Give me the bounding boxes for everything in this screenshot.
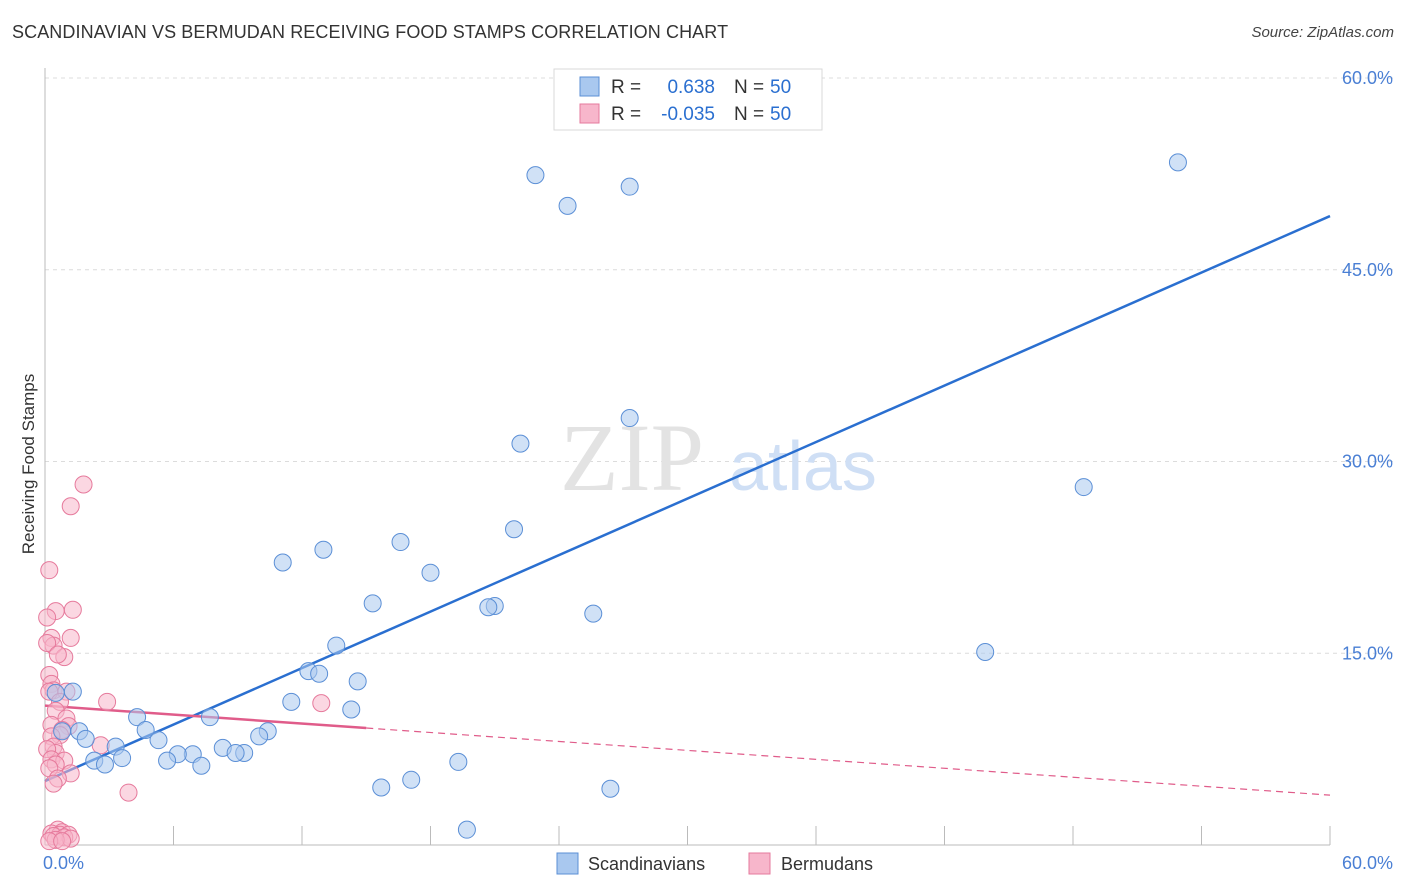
- axes: [44, 68, 1331, 846]
- legend-swatch-pink: [579, 103, 600, 124]
- y-axis-title: Receiving Food Stamps: [19, 374, 38, 554]
- legend-r-value-1: 0.638: [667, 77, 715, 98]
- scandinavians-point-45: [402, 770, 421, 789]
- bottom-legend-swatch-pink: [748, 852, 771, 875]
- y-tick-label-3: 60.0%: [1342, 68, 1393, 88]
- scandinavians-point-32: [76, 729, 95, 748]
- bermudans-point-4: [63, 600, 82, 619]
- y-tick-labels: 15.0% 30.0% 45.0% 60.0%: [1342, 68, 1393, 663]
- bermudans-point-2: [40, 561, 59, 580]
- bermudans-point-27: [91, 736, 110, 755]
- scandinavians-point-3: [558, 196, 577, 215]
- chart-source: Source: ZipAtlas.com: [1251, 24, 1394, 41]
- scandinavians-point-30: [250, 727, 269, 746]
- scandinavians-points: [46, 153, 1187, 839]
- y-tick-label-1: 30.0%: [1342, 452, 1393, 472]
- watermark-atlas: atlas: [729, 427, 877, 505]
- scandinavians-point-39: [113, 749, 132, 768]
- bottom-legend: Scandinavians Bermudans: [556, 852, 873, 875]
- bermudans-point-49: [48, 645, 67, 664]
- bermudans-point-1: [61, 497, 80, 516]
- scandinavians-point-12: [363, 594, 382, 613]
- scandinavians-point-15: [584, 604, 603, 623]
- legend-r-label-2: R =: [611, 104, 641, 125]
- scandinavians-point-9: [314, 540, 333, 559]
- scandinavians-point-23: [63, 682, 82, 701]
- scandinavians-point-42: [95, 755, 114, 774]
- scandinavians-point-21: [282, 692, 301, 711]
- scandinavians-point-4: [620, 409, 639, 428]
- bermudans-point-5: [38, 608, 57, 627]
- scandinavians-point-7: [505, 520, 524, 539]
- scandinavians-point-22: [342, 700, 361, 719]
- x-tick-label-0: 0.0%: [43, 853, 84, 873]
- legend-n-value-1: 50: [770, 77, 791, 98]
- bermudans-point-7: [61, 628, 80, 647]
- bottom-legend-label-scandinavians: Scandinavians: [588, 854, 705, 874]
- scandinavians-point-1: [526, 166, 545, 185]
- legend-n-label-1: N =: [734, 77, 764, 98]
- scandinavians-point-26: [136, 720, 155, 739]
- scandinavians-point-44: [449, 752, 468, 771]
- scandinavians-point-10: [273, 553, 292, 572]
- gridlines: [45, 77, 1395, 654]
- scandinavians-point-17: [327, 636, 346, 655]
- x-tick-labels: 0.0% 60.0%: [43, 853, 1393, 873]
- scandinavians-point-0: [1168, 153, 1187, 172]
- scandinavians-point-24: [128, 708, 147, 727]
- scandinavians-point-28: [53, 722, 72, 741]
- bermudans-point-37: [119, 783, 138, 802]
- legend-n-label-2: N =: [734, 104, 764, 125]
- legend-n-value-2: 50: [770, 104, 791, 125]
- scandinavians-point-5: [511, 434, 530, 453]
- bottom-legend-swatch-blue: [556, 852, 579, 875]
- bermudans-trendline-dashed: [366, 727, 1331, 796]
- scandinavians-point-46: [372, 778, 391, 797]
- bermudans-point-36: [44, 774, 63, 793]
- legend-r-label-1: R =: [611, 77, 641, 98]
- scandinavians-point-49: [457, 820, 476, 839]
- scandinavians-point-48: [46, 683, 65, 702]
- scandinavians-point-8: [391, 533, 410, 552]
- bermudans-point-0: [74, 475, 93, 494]
- scandinavians-point-6: [1074, 478, 1093, 497]
- bermudans-points: [38, 475, 331, 851]
- chart-title: SCANDINAVIAN VS BERMUDAN RECEIVING FOOD …: [12, 22, 729, 42]
- y-tick-label-0: 15.0%: [1342, 643, 1393, 663]
- scandinavians-point-11: [421, 563, 440, 582]
- legend-swatch-blue: [579, 76, 600, 97]
- top-legend: R = 0.638 N = 50 R = -0.035 N = 50: [553, 68, 823, 131]
- y-tick-label-2: 45.0%: [1342, 260, 1393, 280]
- scandinavians-point-19: [310, 664, 329, 683]
- x-tick-label-1: 60.0%: [1342, 853, 1393, 873]
- scandinavians-point-43: [192, 756, 211, 775]
- bermudans-point-17: [98, 692, 117, 711]
- bermudans-point-9: [38, 634, 57, 653]
- scandinavians-point-40: [158, 751, 177, 770]
- scandinavians-point-16: [976, 642, 995, 661]
- legend-r-value-2: -0.035: [661, 104, 715, 125]
- bottom-legend-label-bermudans: Bermudans: [781, 854, 873, 874]
- bermudans-point-18: [312, 694, 331, 713]
- scandinavians-point-47: [601, 779, 620, 798]
- scandinavians-point-20: [348, 672, 367, 691]
- scandinavians-point-2: [620, 177, 639, 196]
- bermudans-point-48: [53, 832, 72, 851]
- scandinavians-point-25: [200, 708, 219, 727]
- scandinavians-trendline: [44, 214, 1331, 783]
- scandinavians-point-14: [479, 598, 498, 617]
- watermark: ZIP atlas: [560, 404, 877, 511]
- scandinavians-point-31: [149, 731, 168, 750]
- scandinavians-point-38: [226, 743, 245, 762]
